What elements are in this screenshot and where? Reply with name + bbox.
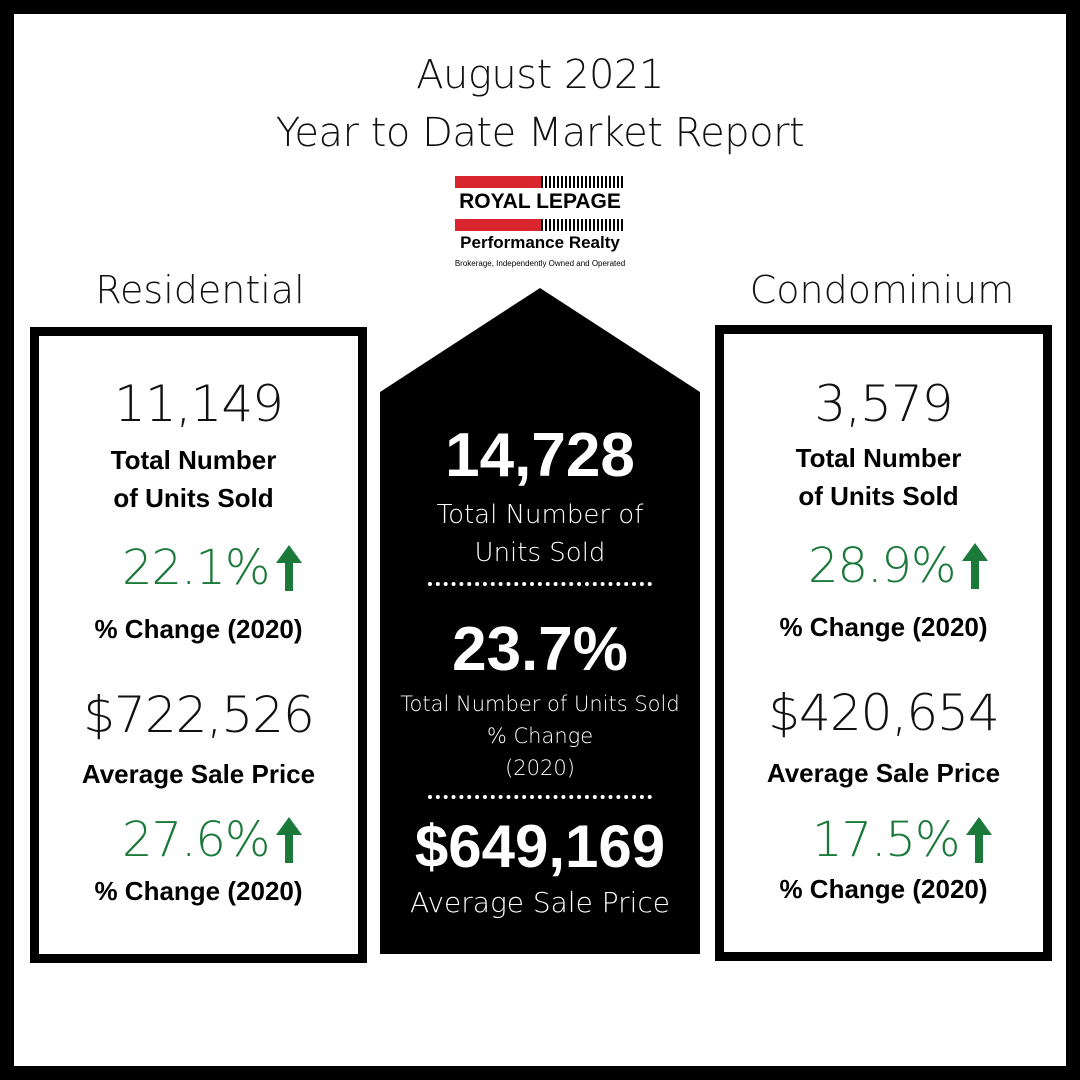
house-shape <box>380 288 700 954</box>
condominium-units-change-label: % Change (2020) <box>779 612 988 642</box>
residential-units-label-line1: Total Number <box>110 445 277 475</box>
condominium-avg-price: $420,654 <box>768 684 1000 742</box>
total-change-label-line3: (2020) <box>505 756 575 780</box>
divider <box>428 582 652 586</box>
residential-units-change: 22.1% <box>122 540 303 596</box>
total-avg-price-label: Average Sale Price <box>409 886 671 919</box>
total-units-label-line1: Total Number of <box>436 500 644 530</box>
total-units-change: 23.7% <box>452 615 628 684</box>
arrow-up-icon <box>966 817 993 863</box>
total-change-label-line1: Total Number of Units Sold <box>400 692 680 716</box>
report-month: August 2021 <box>416 52 664 98</box>
condominium-units-label-line2: of Units Sold <box>798 481 959 511</box>
residential-units-label: Total Number of Units Sold <box>30 441 357 517</box>
arrow-up-icon <box>276 817 303 863</box>
condominium-price-change: 17.5% <box>812 812 993 868</box>
condominium-price-change-label: % Change (2020) <box>779 874 988 904</box>
total-units-change-label: Total Number of Units Sold % Change (202… <box>380 688 700 784</box>
total-units-label: Total Number of Units Sold <box>380 496 700 572</box>
residential-units-change-value: 22.1% <box>122 540 270 596</box>
residential-title: Residential <box>95 268 305 312</box>
total-units-label-line2: Units Sold <box>474 538 606 568</box>
residential-panel <box>30 327 367 963</box>
condominium-panel <box>715 325 1052 961</box>
condominium-units-label-line1: Total Number <box>795 443 962 473</box>
residential-price-change: 27.6% <box>122 812 303 868</box>
residential-units-label-line2: of Units Sold <box>113 483 274 513</box>
arrow-up-icon <box>276 545 303 591</box>
condominium-units-change-value: 28.9% <box>808 538 956 594</box>
condominium-price-change-value: 17.5% <box>812 812 960 868</box>
total-change-label-line2: % Change <box>486 724 594 748</box>
condominium-title: Condominium <box>749 268 1015 312</box>
residential-units-change-label: % Change (2020) <box>94 614 303 644</box>
residential-price-change-label: % Change (2020) <box>94 876 303 906</box>
logo-brand: ROYAL LEPAGE <box>459 190 621 213</box>
report-title: Year to Date Market Report <box>275 110 805 156</box>
condominium-units-label: Total Number of Units Sold <box>715 439 1042 515</box>
total-avg-price: $649,169 <box>414 813 666 880</box>
logo-tagline: Brokerage, Independently Owned and Opera… <box>454 259 626 268</box>
residential-avg-price: $722,526 <box>83 686 315 744</box>
logo-office: Performance Realty <box>460 233 620 252</box>
arrow-up-icon <box>962 543 989 589</box>
condominium-units-change: 28.9% <box>808 538 989 594</box>
residential-avg-price-label: Average Sale Price <box>81 759 316 789</box>
total-units-sold: 14,728 <box>445 421 635 490</box>
residential-units-sold: 11,149 <box>114 375 284 433</box>
condominium-units-sold: 3,579 <box>814 375 953 433</box>
residential-price-change-value: 27.6% <box>122 812 270 868</box>
divider <box>428 795 652 799</box>
condominium-avg-price-label: Average Sale Price <box>766 758 1001 788</box>
